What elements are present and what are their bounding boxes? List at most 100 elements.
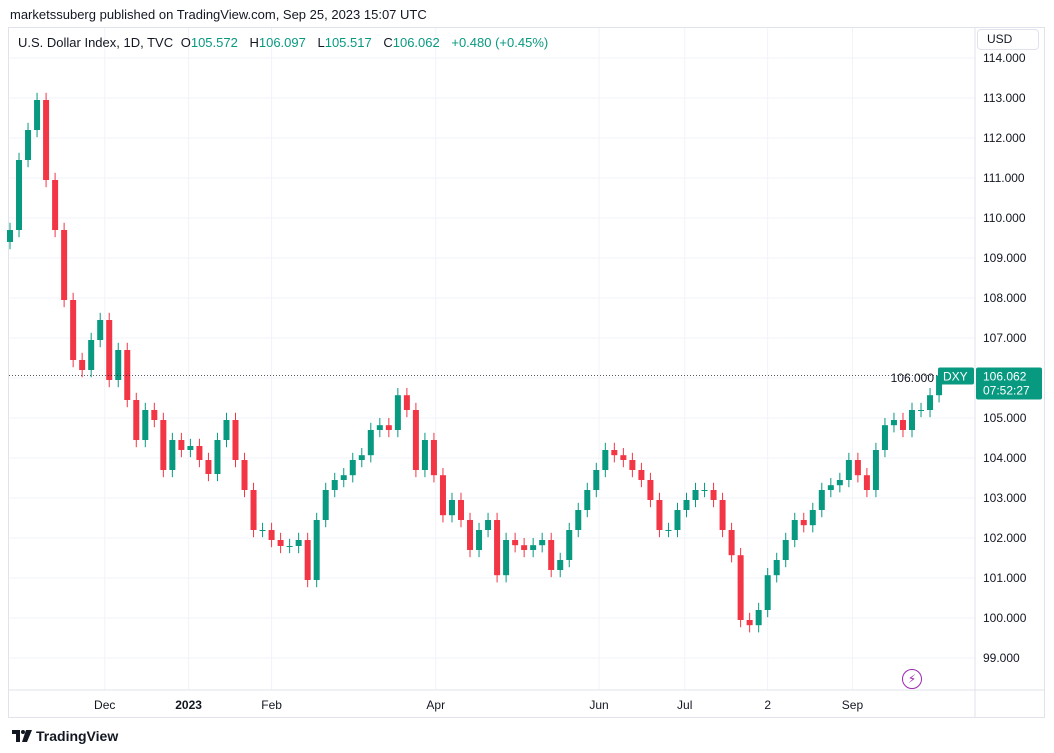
candle-body [421, 440, 428, 470]
candle-body [710, 490, 717, 500]
candle-body [692, 490, 699, 500]
candle [728, 522, 735, 563]
candle-body [196, 446, 203, 460]
candle [719, 492, 726, 538]
close-value: 106.062 [392, 35, 440, 50]
candle [890, 412, 897, 433]
change-value: +0.480 (+0.45%) [451, 35, 549, 50]
price-tag-countdown: 07:52:27 [983, 384, 1030, 398]
candle-body [430, 440, 437, 476]
candle [61, 222, 68, 308]
candle [918, 402, 925, 418]
y-tick-label: 102.000 [983, 531, 1027, 545]
candle [106, 312, 113, 388]
candle [367, 422, 374, 463]
candle-body [872, 450, 879, 490]
candle-body [52, 180, 59, 230]
candle [340, 468, 347, 488]
candle-body [25, 130, 32, 160]
candle [512, 532, 519, 553]
grid [9, 28, 975, 690]
candle [458, 492, 464, 528]
candle-body [160, 420, 167, 470]
candle-body [503, 540, 510, 576]
candle-body [863, 475, 870, 490]
candle [863, 468, 870, 498]
candle [439, 468, 446, 523]
candle [421, 432, 428, 478]
candle-body [557, 560, 564, 570]
candle [818, 482, 825, 518]
y-tick-label: 108.000 [983, 291, 1027, 305]
candle-body [304, 540, 311, 580]
candle [602, 442, 609, 478]
currency-button[interactable]: USD [977, 29, 1039, 50]
candle-body [575, 510, 582, 530]
candle [692, 482, 699, 508]
symbol-title[interactable]: U.S. Dollar Index, 1D, TVC [18, 35, 174, 50]
candle [764, 568, 771, 618]
candle-body [277, 540, 284, 546]
candle-body [214, 440, 221, 474]
x-tick-label: Feb [261, 698, 282, 712]
candle-body [223, 420, 230, 440]
candle-body [124, 350, 131, 400]
ohlc-legend: U.S. Dollar Index, 1D, TVC O105.572 H106… [18, 35, 552, 50]
candle-body [61, 230, 68, 300]
candle-body [7, 230, 13, 242]
candle [809, 502, 816, 533]
candle [710, 482, 717, 508]
lightning-icon[interactable]: ⚡︎ [902, 669, 922, 689]
candle-body [16, 160, 23, 230]
candle-body [728, 530, 735, 556]
chart-pane[interactable] [8, 27, 1045, 718]
candle [638, 462, 645, 488]
candle-body [88, 340, 95, 370]
candle-body [385, 425, 392, 430]
candle-body [187, 446, 194, 450]
candle [467, 512, 474, 558]
candle [25, 122, 32, 168]
candle [394, 388, 401, 438]
y-tick-label: 104.000 [983, 451, 1027, 465]
low-label: L [317, 35, 325, 50]
candle [7, 222, 13, 250]
candle-body [367, 430, 374, 456]
close-label: C [383, 35, 393, 50]
candle [169, 432, 176, 478]
candle [827, 478, 834, 498]
candle-body [133, 400, 140, 440]
candle-body [827, 485, 834, 490]
y-tick-label: 107.000 [983, 331, 1027, 345]
candle-body [782, 540, 789, 560]
candle [34, 92, 41, 138]
footer-logo[interactable]: TradingView [12, 728, 118, 744]
candle-body [809, 510, 816, 526]
candle-body [521, 545, 528, 550]
low-value: 105.517 [324, 35, 372, 50]
candle [187, 438, 194, 458]
candle-body [106, 320, 113, 380]
candle [88, 332, 95, 378]
candle-body [566, 530, 573, 560]
candle-body [313, 520, 320, 580]
y-tick-label: 110.000 [983, 211, 1026, 225]
candle [881, 418, 888, 458]
candle [412, 402, 419, 478]
y-tick-label: 106.000 [891, 371, 935, 385]
candle-body [800, 520, 807, 526]
y-tick-label: 113.000 [983, 91, 1026, 105]
candle-body [548, 540, 555, 570]
x-tick-label: Apr [426, 698, 445, 712]
candle [647, 472, 654, 508]
candle-body [899, 420, 906, 430]
candle-body [349, 460, 356, 476]
candle [521, 538, 528, 558]
candle [124, 342, 131, 408]
candle [295, 532, 302, 554]
candle-body [674, 510, 681, 530]
candle-body [439, 475, 446, 516]
candle [151, 402, 158, 428]
published-caption: marketssuberg published on TradingView.c… [10, 7, 427, 22]
